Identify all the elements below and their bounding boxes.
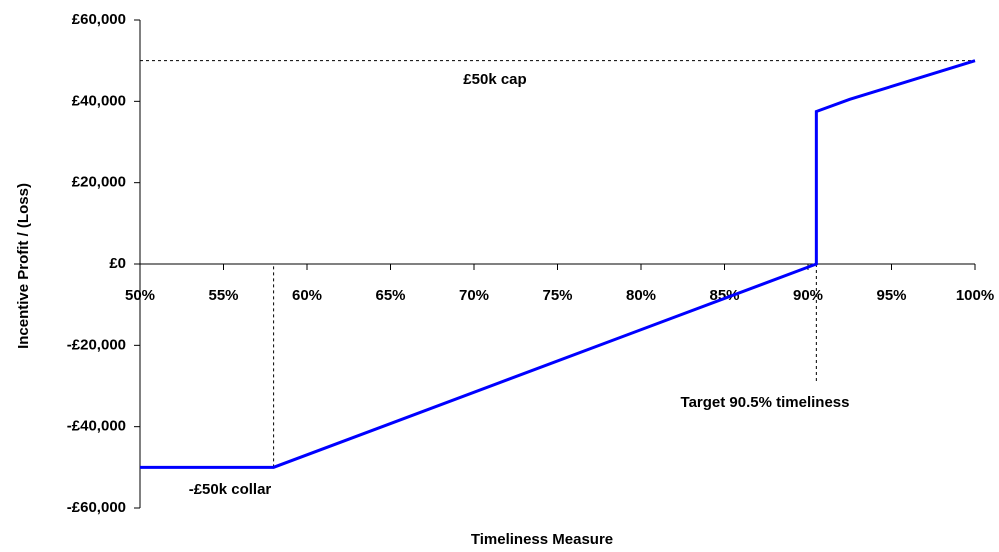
annotation: £50k cap [463, 71, 526, 88]
y-tick-label: -£40,000 [67, 418, 126, 435]
y-axis-title: Incentive Profit / (Loss) [15, 183, 32, 349]
x-axis-title: Timeliness Measure [471, 531, 613, 548]
y-tick-label: £40,000 [72, 92, 126, 109]
annotation: Target 90.5% timeliness [681, 394, 850, 411]
x-tick-label: 95% [876, 287, 906, 304]
x-tick-label: 65% [375, 287, 405, 304]
y-tick-label: -£60,000 [67, 499, 126, 516]
x-tick-label: 50% [125, 287, 155, 304]
y-tick-label: £0 [109, 255, 126, 272]
data-line [140, 59, 976, 469]
x-tick-label: 100% [956, 287, 994, 304]
annotation: -£50k collar [189, 481, 272, 498]
y-tick-label: £20,000 [72, 174, 126, 191]
x-tick-label: 80% [626, 287, 656, 304]
y-tick-label: -£20,000 [67, 336, 126, 353]
y-tick-label: £60,000 [72, 11, 126, 28]
x-tick-label: 90% [793, 287, 823, 304]
x-tick-label: 55% [208, 287, 238, 304]
x-tick-label: 75% [542, 287, 572, 304]
x-tick-label: 60% [292, 287, 322, 304]
x-tick-label: 70% [459, 287, 489, 304]
